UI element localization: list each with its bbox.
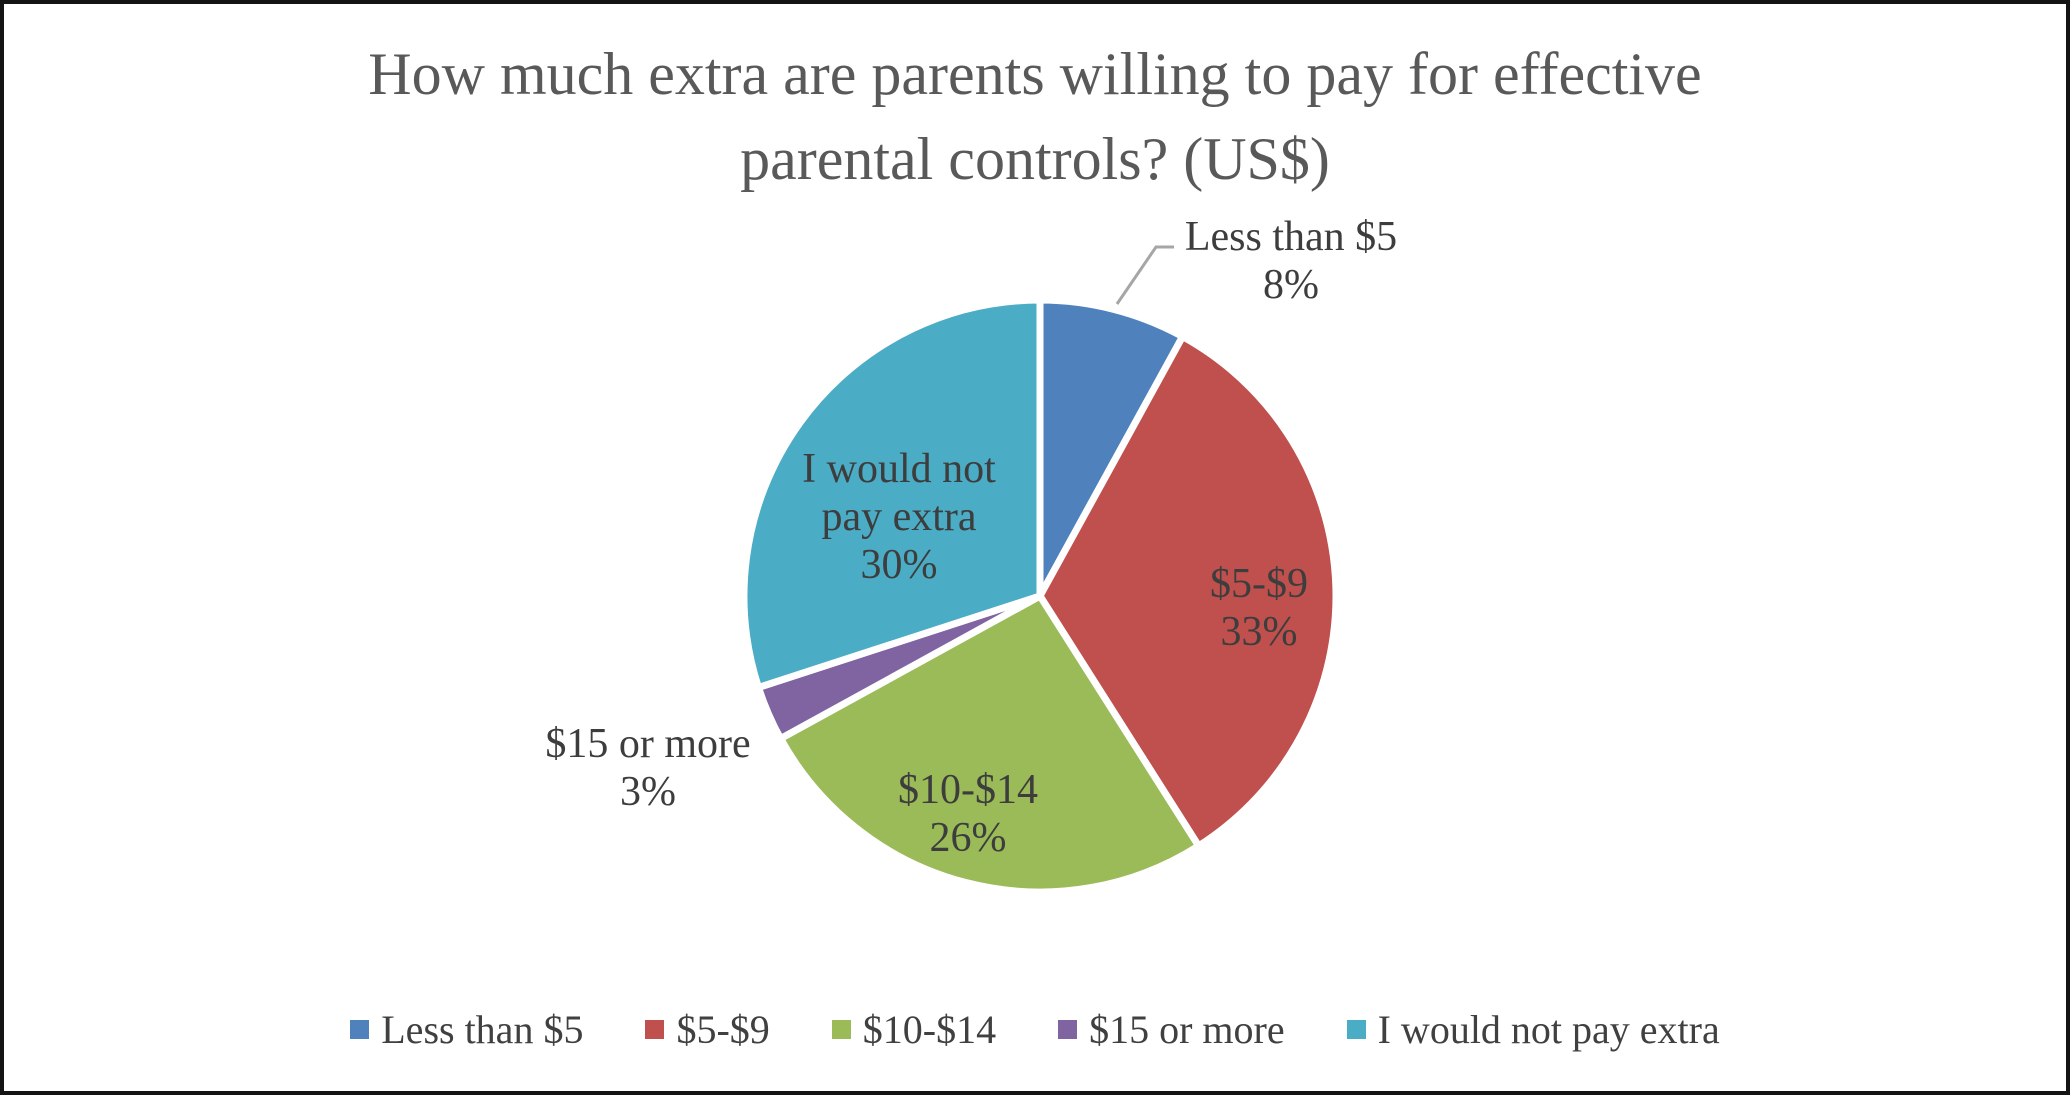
legend-item-5-to-9: $5-$9 (645, 1006, 770, 1053)
data-label-less-than-5: Less than $5 8% (1185, 213, 1397, 309)
data-label-percent: 26% (929, 815, 1007, 861)
legend-label: I would not pay extra (1377, 1007, 1720, 1052)
pie-slice-2 (777, 592, 1203, 896)
pie-chart (740, 245, 1340, 896)
data-label-category: I would not (802, 446, 996, 492)
legend-label: $5-$9 (676, 1007, 770, 1052)
chart-title: How much extra are parents willing to pa… (4, 32, 2066, 202)
data-label-category: pay extra (821, 494, 977, 540)
data-label-percent: 3% (619, 769, 676, 815)
data-label-category: $10-$14 (898, 767, 1038, 813)
legend-item-10-to-14: $10-$14 (831, 1006, 997, 1053)
data-label-category: $15 or more (545, 721, 751, 767)
data-label-would-not-pay-extra: I would not pay extra 30% (802, 445, 996, 589)
chart-title-line-1: How much extra are parents willing to pa… (368, 41, 1702, 107)
data-label-category: Less than $5 (1184, 214, 1398, 260)
pie-slice-0 (1036, 296, 1187, 600)
legend-label: $10-$14 (862, 1007, 997, 1052)
legend-label: Less than $5 (381, 1007, 584, 1052)
legend: Less than $5 $5-$9 $10-$14 $15 or more I… (4, 1006, 2066, 1053)
data-label-10-to-14: $10-$14 26% (898, 766, 1038, 862)
data-label-percent: 30% (860, 542, 938, 588)
data-label-category: $5-$9 (1210, 561, 1308, 607)
data-label-percent: 33% (1220, 609, 1298, 655)
legend-swatch-icon (1058, 1020, 1078, 1039)
data-label-5-to-9: $5-$9 33% (1210, 560, 1308, 656)
pie-slices (740, 296, 1340, 896)
legend-label: $15 or more (1089, 1007, 1285, 1052)
legend-swatch-icon (645, 1020, 665, 1039)
pie-slice-1 (1036, 333, 1340, 850)
leader-line-less-than-5 (1115, 245, 1174, 305)
chart-title-line-2: parental controls? (US$) (740, 126, 1330, 192)
legend-item-less-than-5: Less than $5 (350, 1006, 583, 1053)
legend-swatch-icon (1346, 1020, 1366, 1039)
legend-swatch-icon (831, 1020, 851, 1039)
legend-swatch-icon (350, 1020, 370, 1039)
data-label-15-or-more: $15 or more 3% (545, 720, 750, 816)
data-label-percent: 8% (1262, 262, 1319, 308)
legend-item-15-or-more: $15 or more (1058, 1006, 1285, 1053)
pie-slice-4 (740, 296, 1044, 691)
legend-item-would-not-pay-extra: I would not pay extra (1346, 1006, 1720, 1053)
